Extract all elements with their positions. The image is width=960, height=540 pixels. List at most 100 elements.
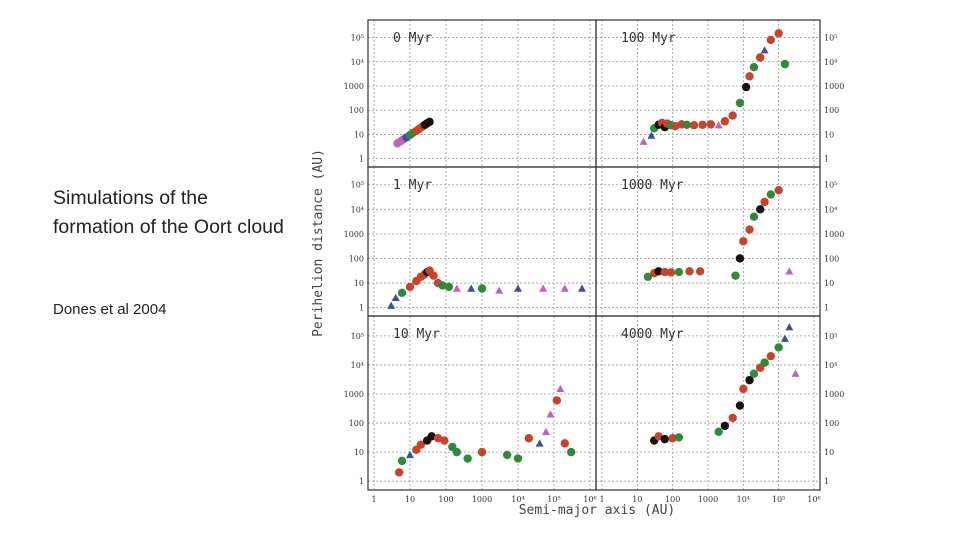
- data-point: [728, 111, 737, 120]
- data-point: [698, 120, 707, 129]
- data-point: [387, 301, 396, 309]
- data-point: [552, 396, 562, 405]
- panel-title: 1000 Myr: [621, 178, 684, 193]
- data-point: [433, 434, 443, 443]
- data-point: [685, 267, 694, 276]
- x-tick-label: 10: [632, 495, 642, 504]
- x-tick-label: 10⁶: [583, 495, 596, 504]
- y-tick-label: 1000: [344, 230, 364, 239]
- y-tick-label: 10⁴: [351, 361, 364, 370]
- y-tick-label: 10⁴: [351, 205, 364, 214]
- y-tick-label: 1: [359, 304, 364, 313]
- data-point: [429, 271, 438, 280]
- data-point: [639, 137, 648, 145]
- x-tick-label: 1: [371, 495, 376, 504]
- y-tick-label: 1000: [344, 82, 364, 91]
- data-point: [647, 131, 656, 139]
- data-point: [524, 434, 534, 443]
- data-point: [643, 272, 653, 281]
- y-tick-label: 10⁵: [824, 332, 837, 341]
- data-point: [666, 268, 676, 277]
- y-tick-label: 10: [824, 279, 834, 288]
- y-tick-label: 10⁵: [824, 181, 837, 190]
- data-point: [735, 98, 745, 108]
- data-point: [539, 284, 548, 292]
- x-tick-label: 10: [405, 495, 415, 504]
- data-point: [674, 433, 684, 442]
- y-tick-label: 10: [824, 130, 834, 139]
- data-point: [720, 421, 730, 431]
- data-point: [739, 384, 748, 394]
- y-tick-label: 10⁵: [351, 34, 364, 43]
- data-point: [766, 35, 776, 45]
- y-tick-label: 100: [349, 419, 364, 428]
- data-point: [463, 454, 472, 463]
- y-tick-label: 10⁴: [351, 58, 364, 67]
- data-point: [397, 456, 407, 466]
- y-tick-label: 1: [359, 155, 364, 164]
- data-point: [785, 267, 794, 275]
- data-point: [720, 117, 730, 126]
- data-point: [755, 205, 765, 214]
- data-point: [780, 334, 789, 342]
- y-tick-label: 100: [824, 106, 839, 115]
- panel-title: 0 Myr: [393, 31, 432, 46]
- data-point: [535, 439, 544, 447]
- x-tick-label: 100: [438, 495, 453, 504]
- data-point: [674, 267, 684, 277]
- x-tick-label: 10⁶: [807, 495, 820, 504]
- panel-1: 1 10 100 1000 10⁴ 10⁵ 100 Myr: [595, 19, 844, 168]
- data-point: [745, 225, 754, 234]
- data-point: [735, 254, 745, 263]
- data-point: [714, 121, 723, 129]
- y-tick-label: 10: [354, 279, 364, 288]
- data-point: [416, 440, 426, 449]
- data-point: [780, 59, 790, 69]
- y-tick-label: 10⁴: [824, 205, 837, 214]
- data-point: [766, 351, 776, 361]
- data-point: [444, 282, 454, 292]
- y-tick-label: 1: [824, 477, 829, 486]
- y-tick-label: 1000: [344, 390, 364, 399]
- x-tick-label: 10⁵: [772, 495, 785, 504]
- data-point: [542, 427, 551, 436]
- y-tick-label: 10⁵: [824, 34, 837, 43]
- y-tick-label: 10: [824, 448, 834, 457]
- y-tick-label: 10: [354, 448, 364, 457]
- data-point: [682, 120, 691, 129]
- data-point: [739, 237, 748, 246]
- data-point: [391, 293, 400, 302]
- data-point: [560, 284, 569, 292]
- panel-title: 100 Myr: [621, 31, 676, 46]
- y-tick-label: 10: [354, 130, 364, 139]
- data-point: [728, 413, 737, 423]
- data-point: [477, 447, 487, 457]
- data-point: [560, 439, 570, 448]
- data-point: [467, 284, 476, 292]
- data-point: [749, 369, 759, 378]
- data-point: [791, 369, 800, 377]
- data-point: [755, 53, 765, 62]
- data-point: [714, 427, 723, 437]
- slide-caption: Simulations of the formation of the Oort…: [53, 187, 284, 238]
- y-axis-label: Perihelion distance (AU): [311, 149, 326, 337]
- data-point: [735, 401, 745, 410]
- data-point: [397, 288, 407, 298]
- data-point: [731, 271, 740, 280]
- data-point: [760, 358, 769, 367]
- panel-title: 1 Myr: [393, 178, 432, 193]
- x-tick-label: 100: [665, 495, 680, 504]
- data-point: [477, 284, 487, 293]
- data-point: [785, 323, 794, 331]
- y-tick-label: 100: [349, 254, 364, 263]
- y-tick-label: 10⁴: [824, 58, 837, 67]
- data-point: [566, 447, 576, 457]
- x-tick-label: 1: [599, 495, 604, 504]
- y-tick-label: 100: [824, 419, 839, 428]
- panel-3: 1 10 100 1000 10⁴ 10⁵ 1000 Myr: [595, 166, 844, 317]
- panel-title: 10 Myr: [393, 327, 440, 342]
- y-tick-label: 100: [824, 254, 839, 263]
- panel-0: 1 10 100 1000 10⁴ 10⁵ 0 Myr: [344, 19, 597, 168]
- data-point: [774, 29, 783, 38]
- data-point: [578, 284, 587, 292]
